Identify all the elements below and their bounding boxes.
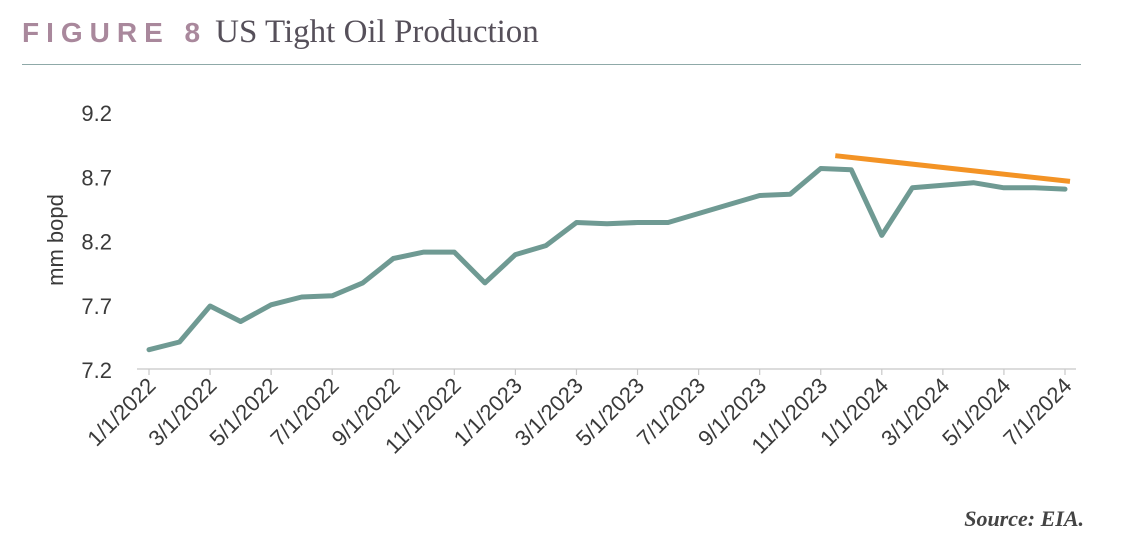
source-note: Source: EIA. [964, 506, 1084, 531]
y-tick-label: 8.7 [81, 165, 112, 190]
trend-line [834, 153, 1071, 184]
y-tick-label: 8.2 [81, 230, 112, 255]
y-axis-title: mm bopd [43, 194, 68, 286]
y-tick-label: 7.2 [81, 358, 112, 383]
figure-title: US Tight Oil Production [215, 14, 539, 50]
header-divider [22, 64, 1081, 65]
production-line [146, 166, 1068, 353]
figure-header: FIGURE 8 US Tight Oil Production [22, 14, 539, 51]
y-tick-label: 9.2 [81, 101, 112, 126]
figure-label: FIGURE 8 [22, 17, 208, 48]
x-tick-label: 7/1/2024 [998, 373, 1076, 451]
y-tick-label: 7.7 [81, 294, 112, 319]
